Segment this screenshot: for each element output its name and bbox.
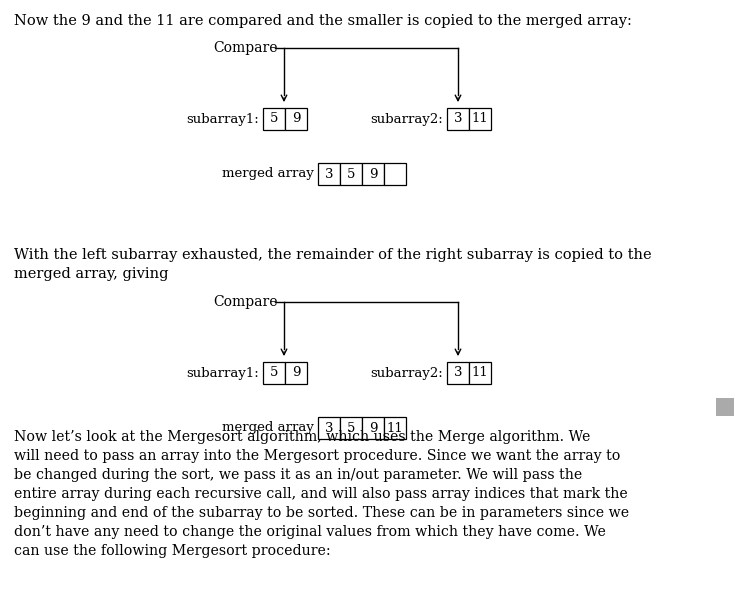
Bar bbox=[384, 163, 406, 185]
Bar bbox=[285, 108, 307, 130]
Text: will need to pass an array into the Mergesort procedure. Since we want the array: will need to pass an array into the Merg… bbox=[14, 449, 620, 463]
Text: 5: 5 bbox=[347, 422, 355, 434]
Bar bbox=[447, 108, 469, 130]
Bar bbox=[716, 398, 734, 416]
Text: subarray1:: subarray1: bbox=[186, 112, 259, 125]
Text: can use the following Mergesort procedure:: can use the following Mergesort procedur… bbox=[14, 544, 331, 558]
Text: 9: 9 bbox=[291, 367, 300, 379]
Bar bbox=[469, 108, 491, 130]
Text: Now the 9 and the 11 are compared and the smaller is copied to the merged array:: Now the 9 and the 11 are compared and th… bbox=[14, 14, 632, 28]
Text: 3: 3 bbox=[325, 167, 334, 180]
Bar bbox=[340, 163, 362, 185]
Text: subarray2:: subarray2: bbox=[370, 367, 443, 379]
Text: Compare: Compare bbox=[213, 295, 278, 309]
Text: merged array: merged array bbox=[222, 422, 314, 434]
Text: Now let’s look at the Mergesort algorithm, which uses the Merge algorithm. We: Now let’s look at the Mergesort algorith… bbox=[14, 430, 590, 444]
Bar bbox=[362, 417, 384, 439]
Text: 3: 3 bbox=[454, 112, 462, 125]
Text: subarray2:: subarray2: bbox=[370, 112, 443, 125]
Bar bbox=[384, 417, 406, 439]
Text: 11: 11 bbox=[386, 422, 404, 434]
Text: merged array, giving: merged array, giving bbox=[14, 267, 169, 281]
Text: merged array: merged array bbox=[222, 167, 314, 180]
Text: 3: 3 bbox=[325, 422, 334, 434]
Bar bbox=[469, 362, 491, 384]
Text: 9: 9 bbox=[369, 167, 377, 180]
Text: With the left subarray exhausted, the remainder of the right subarray is copied : With the left subarray exhausted, the re… bbox=[14, 248, 651, 262]
Bar bbox=[318, 163, 340, 185]
Text: 9: 9 bbox=[369, 422, 377, 434]
Text: Compare: Compare bbox=[213, 41, 278, 55]
Bar bbox=[263, 108, 285, 130]
Text: subarray1:: subarray1: bbox=[186, 367, 259, 379]
Text: 3: 3 bbox=[454, 367, 462, 379]
Bar bbox=[362, 163, 384, 185]
Bar bbox=[447, 362, 469, 384]
Text: 5: 5 bbox=[347, 167, 355, 180]
Bar bbox=[340, 417, 362, 439]
Bar bbox=[263, 362, 285, 384]
Bar bbox=[318, 417, 340, 439]
Text: 5: 5 bbox=[270, 112, 278, 125]
Text: 5: 5 bbox=[270, 367, 278, 379]
Text: 11: 11 bbox=[471, 367, 489, 379]
Text: 11: 11 bbox=[471, 112, 489, 125]
Text: 9: 9 bbox=[291, 112, 300, 125]
Bar bbox=[285, 362, 307, 384]
Text: be changed during the sort, we pass it as an in/out parameter. We will pass the: be changed during the sort, we pass it a… bbox=[14, 468, 582, 482]
Text: don’t have any need to change the original values from which they have come. We: don’t have any need to change the origin… bbox=[14, 525, 606, 539]
Text: beginning and end of the subarray to be sorted. These can be in parameters since: beginning and end of the subarray to be … bbox=[14, 506, 629, 520]
Text: entire array during each recursive call, and will also pass array indices that m: entire array during each recursive call,… bbox=[14, 487, 628, 501]
